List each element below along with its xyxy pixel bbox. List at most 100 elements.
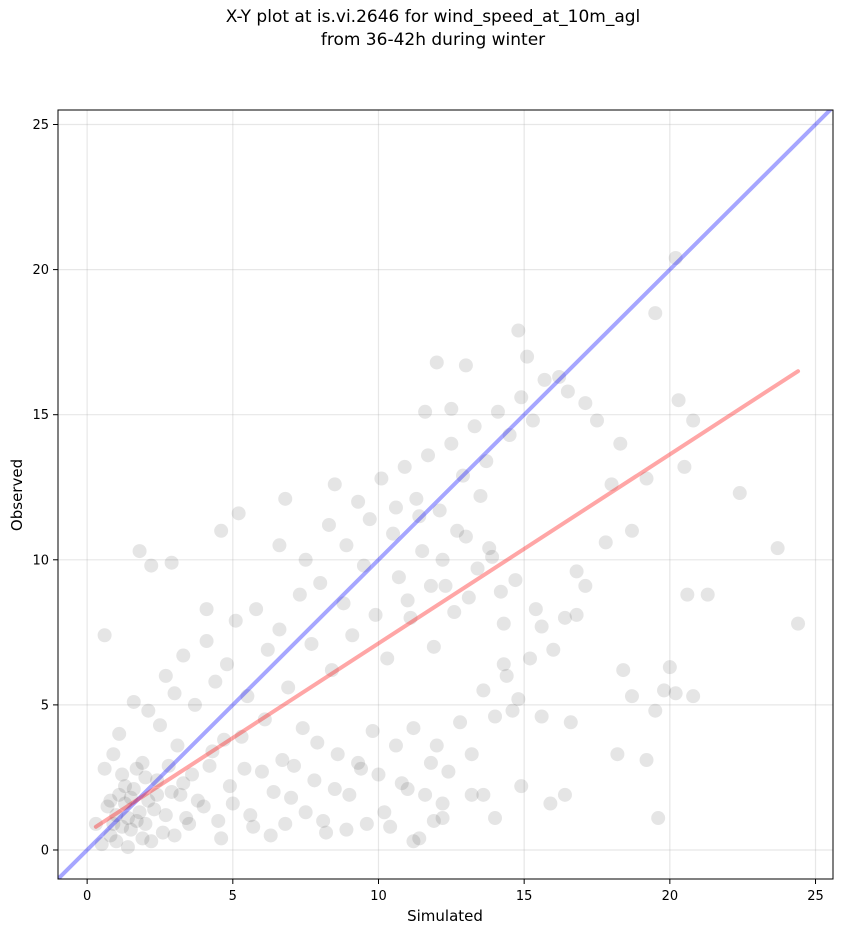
scatter-point xyxy=(546,642,561,657)
chart-title-line-1: X-Y plot at is.vi.2646 for wind_speed_at… xyxy=(225,7,641,27)
y-tick-label: 10 xyxy=(32,553,49,568)
scatter-point xyxy=(158,808,173,823)
scatter-point xyxy=(278,816,293,831)
scatter-point xyxy=(657,683,672,698)
scatter-point xyxy=(321,517,336,532)
scatter-point xyxy=(383,819,398,834)
scatter-point xyxy=(447,605,462,620)
x-tick-label: 5 xyxy=(229,889,237,904)
scatter-point xyxy=(330,747,345,762)
scatter-point xyxy=(423,755,438,770)
scatter-point xyxy=(94,837,109,852)
x-tick-label: 0 xyxy=(83,889,91,904)
scatter-point xyxy=(150,773,165,788)
scatter-point xyxy=(205,744,220,759)
scatter-point xyxy=(118,796,133,811)
scatter-point xyxy=(141,793,156,808)
scatter-point xyxy=(505,703,520,718)
scatter-point xyxy=(604,477,619,492)
scatter-point xyxy=(418,787,433,802)
scatter-point xyxy=(327,477,342,492)
scatter-point xyxy=(292,587,307,602)
scatter-point xyxy=(435,811,450,826)
scatter-point xyxy=(473,488,488,503)
scatter-point xyxy=(135,755,150,770)
scatter-point xyxy=(307,773,322,788)
y-axis-label: Observed xyxy=(8,459,26,531)
scatter-point xyxy=(493,584,508,599)
scatter-point xyxy=(339,538,354,553)
scatter-point xyxy=(453,715,468,730)
scatter-point xyxy=(123,822,138,837)
scatter-point xyxy=(388,500,403,515)
scatter-point xyxy=(732,486,747,501)
scatter-point xyxy=(662,660,677,675)
scatter-point xyxy=(496,616,511,631)
scatter-point xyxy=(461,590,476,605)
scatter-point xyxy=(298,805,313,820)
scatter-point xyxy=(534,619,549,634)
scatter-point xyxy=(557,787,572,802)
scatter-point xyxy=(345,628,360,643)
scatter-point xyxy=(187,697,202,712)
scatter-point xyxy=(677,459,692,474)
scatter-point xyxy=(115,767,130,782)
scatter-point xyxy=(590,413,605,428)
scatter-point xyxy=(496,657,511,672)
grid xyxy=(58,110,833,879)
scatter-point xyxy=(598,535,613,550)
scatter-point xyxy=(164,784,179,799)
scatter-point xyxy=(138,816,153,831)
scatter-point xyxy=(155,825,170,840)
scatter-point xyxy=(120,840,135,855)
scatter-point xyxy=(354,761,369,776)
scatter-point xyxy=(520,349,535,364)
scatter-point xyxy=(525,413,540,428)
scatter-point xyxy=(103,793,118,808)
scatter-point xyxy=(260,642,275,657)
scatter-point xyxy=(476,683,491,698)
scatter-point xyxy=(173,787,188,802)
scatter-point xyxy=(441,764,456,779)
scatter-point xyxy=(351,494,366,509)
scatter-point xyxy=(791,616,806,631)
scatter-point xyxy=(386,526,401,541)
scatter-point xyxy=(560,384,575,399)
scatter-point xyxy=(429,738,444,753)
scatter-point xyxy=(485,549,500,564)
scatter-point xyxy=(432,503,447,518)
scatter-point xyxy=(225,796,240,811)
scatter-point xyxy=(423,578,438,593)
scatter-point xyxy=(639,471,654,486)
scatter-point xyxy=(380,651,395,666)
scatter-point xyxy=(237,761,252,776)
scatter-point xyxy=(488,811,503,826)
x-axis-ticks: 0 5 10 15 20 25 xyxy=(83,879,824,904)
scatter-point xyxy=(152,718,167,733)
scatter-point xyxy=(112,787,127,802)
scatter-point xyxy=(479,454,494,469)
scatter-point xyxy=(339,822,354,837)
scatter-point xyxy=(476,787,491,802)
scatter-point xyxy=(639,753,654,768)
scatter-point xyxy=(141,703,156,718)
scatter-point xyxy=(522,651,537,666)
scatter-point xyxy=(543,796,558,811)
scatter-point xyxy=(176,648,191,663)
scatter-point xyxy=(624,523,639,538)
x-tick-label: 20 xyxy=(662,889,679,904)
scatter-point xyxy=(106,747,121,762)
scatter-point xyxy=(179,811,194,826)
scatter-point xyxy=(488,709,503,724)
scatter-point xyxy=(167,686,182,701)
scatter-point xyxy=(412,831,427,846)
scatter-point xyxy=(438,578,453,593)
scatter-point xyxy=(680,587,695,602)
scatter-point xyxy=(275,753,290,768)
scatter-point xyxy=(336,596,351,611)
scatter-point xyxy=(144,558,159,573)
x-tick-label: 10 xyxy=(370,889,387,904)
scatter-point xyxy=(444,401,459,416)
scatter-point xyxy=(129,813,144,828)
scatter-point xyxy=(272,538,287,553)
